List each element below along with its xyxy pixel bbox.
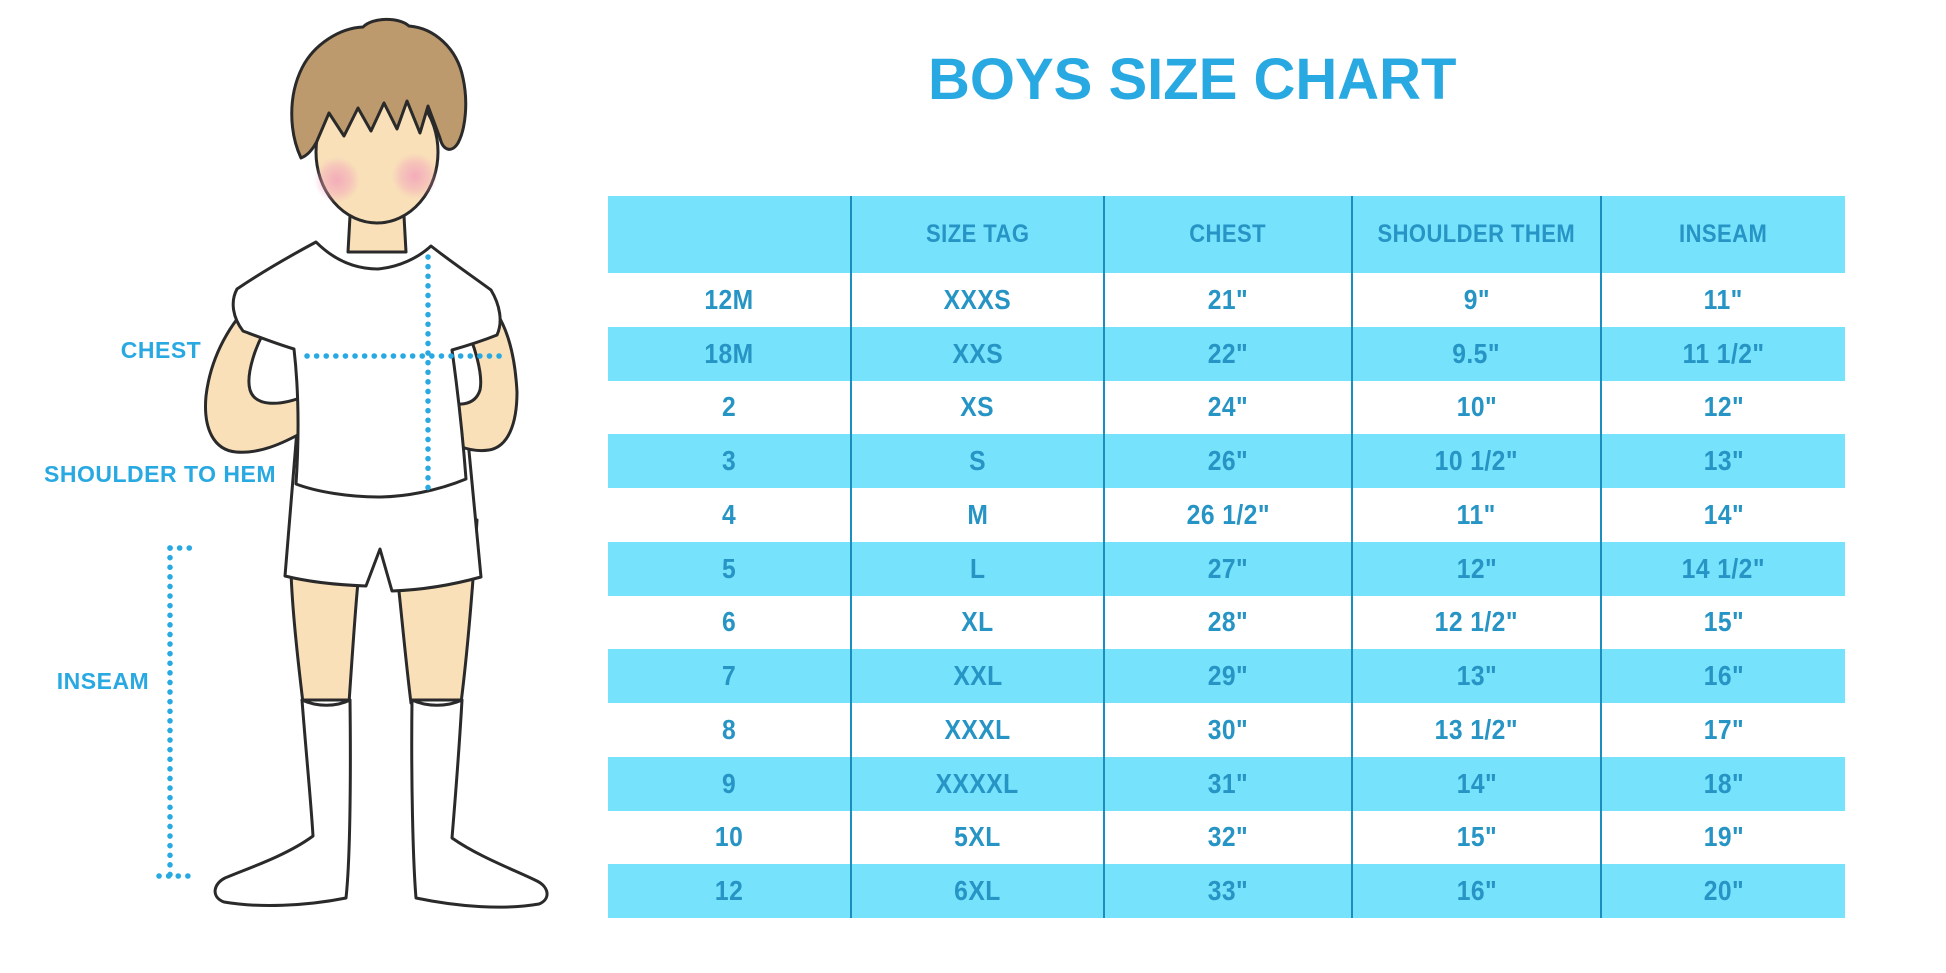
inseam-label: INSEAM xyxy=(56,668,150,694)
left-sock xyxy=(213,698,352,907)
t-shirt xyxy=(231,240,502,499)
header-cell: INSEAM xyxy=(1600,196,1845,273)
value-cell: 11" xyxy=(1351,488,1600,542)
value-cell: 21" xyxy=(1103,273,1351,327)
value-cell: 28" xyxy=(1103,595,1351,650)
value-cell: XXL xyxy=(850,649,1103,703)
value-cell: 22" xyxy=(1103,326,1351,381)
value-cell: 12" xyxy=(1600,380,1845,435)
value-cell: L xyxy=(850,541,1103,596)
size-cell: 10 xyxy=(608,810,850,865)
value-cell: 15" xyxy=(1351,810,1600,865)
value-cell: 31" xyxy=(1103,756,1351,811)
size-cell: 18M xyxy=(608,326,850,381)
value-cell: 26" xyxy=(1103,434,1351,488)
value-cell: 26 1/2" xyxy=(1103,488,1351,542)
size-cell: 4 xyxy=(608,488,850,542)
value-cell: 5XL xyxy=(850,810,1103,865)
page-title: BOYS SIZE CHART xyxy=(928,47,1457,112)
value-cell: 10" xyxy=(1351,380,1600,435)
value-cell: 10 1/2" xyxy=(1351,434,1600,488)
value-cell: 6XL xyxy=(850,864,1103,918)
value-cell: 29" xyxy=(1103,649,1351,703)
value-cell: XXXS xyxy=(850,273,1103,327)
size-cell: 12M xyxy=(608,273,850,327)
size-cell: 6 xyxy=(608,595,850,650)
value-cell: 11 1/2" xyxy=(1600,326,1845,381)
size-cell: 5 xyxy=(608,541,850,596)
value-cell: XXXXL xyxy=(850,756,1103,811)
boy-measurement-illustration xyxy=(156,17,549,909)
size-cell: 9 xyxy=(608,756,850,811)
value-cell: 24" xyxy=(1103,380,1351,435)
shoulder-to-hem-label: SHOULDER TO HEM xyxy=(44,461,276,487)
value-cell: 19" xyxy=(1600,810,1845,865)
value-cell: XS xyxy=(850,380,1103,435)
header-cell-empty xyxy=(608,196,850,273)
value-cell: 27" xyxy=(1103,541,1351,596)
size-cell: 2 xyxy=(608,380,850,435)
value-cell: 32" xyxy=(1103,810,1351,865)
left-sock-top-line xyxy=(300,698,352,707)
header-cell: SHOULDER THEM xyxy=(1351,196,1600,273)
value-cell: 12" xyxy=(1351,541,1600,596)
value-cell: 11" xyxy=(1600,273,1845,327)
value-cell: 16" xyxy=(1600,649,1845,703)
size-cell: 8 xyxy=(608,703,850,757)
value-cell: 13 1/2" xyxy=(1351,703,1600,757)
value-cell: XXS xyxy=(850,326,1103,381)
value-cell: 14" xyxy=(1600,488,1845,542)
value-cell: XL xyxy=(850,595,1103,650)
value-cell: 13" xyxy=(1600,434,1845,488)
value-cell: 16" xyxy=(1351,864,1600,918)
size-cell: 3 xyxy=(608,434,850,488)
header-cell: CHEST xyxy=(1103,196,1351,273)
right-sock-top-line xyxy=(410,698,464,707)
value-cell: 12 1/2" xyxy=(1351,595,1600,650)
value-cell: 17" xyxy=(1600,703,1845,757)
size-cell: 12 xyxy=(608,864,850,918)
value-cell: 14 1/2" xyxy=(1600,541,1845,596)
header-cell: SIZE TAG xyxy=(850,196,1103,273)
value-cell: S xyxy=(850,434,1103,488)
value-cell: XXXL xyxy=(850,703,1103,757)
value-cell: 9" xyxy=(1351,273,1600,327)
measurement-lines xyxy=(156,254,503,879)
value-cell: 14" xyxy=(1351,756,1600,811)
value-cell: 30" xyxy=(1103,703,1351,757)
value-cell: M xyxy=(850,488,1103,542)
left-cheek xyxy=(314,157,360,203)
left-arm xyxy=(204,290,307,454)
value-cell: 9.5" xyxy=(1351,326,1600,381)
value-cell: 15" xyxy=(1600,595,1845,650)
value-cell: 13" xyxy=(1351,649,1600,703)
value-cell: 18" xyxy=(1600,756,1845,811)
size-cell: 7 xyxy=(608,649,850,703)
size-chart-table: SIZE TAG CHEST SHOULDER THEM INSEAM 12M XXXS 2… xyxy=(608,196,1845,918)
right-cheek xyxy=(392,153,438,199)
hair xyxy=(290,17,468,160)
value-cell: 20" xyxy=(1600,864,1845,918)
chest-label: CHEST xyxy=(120,337,202,363)
value-cell: 33" xyxy=(1103,864,1351,918)
right-sock xyxy=(410,698,549,909)
